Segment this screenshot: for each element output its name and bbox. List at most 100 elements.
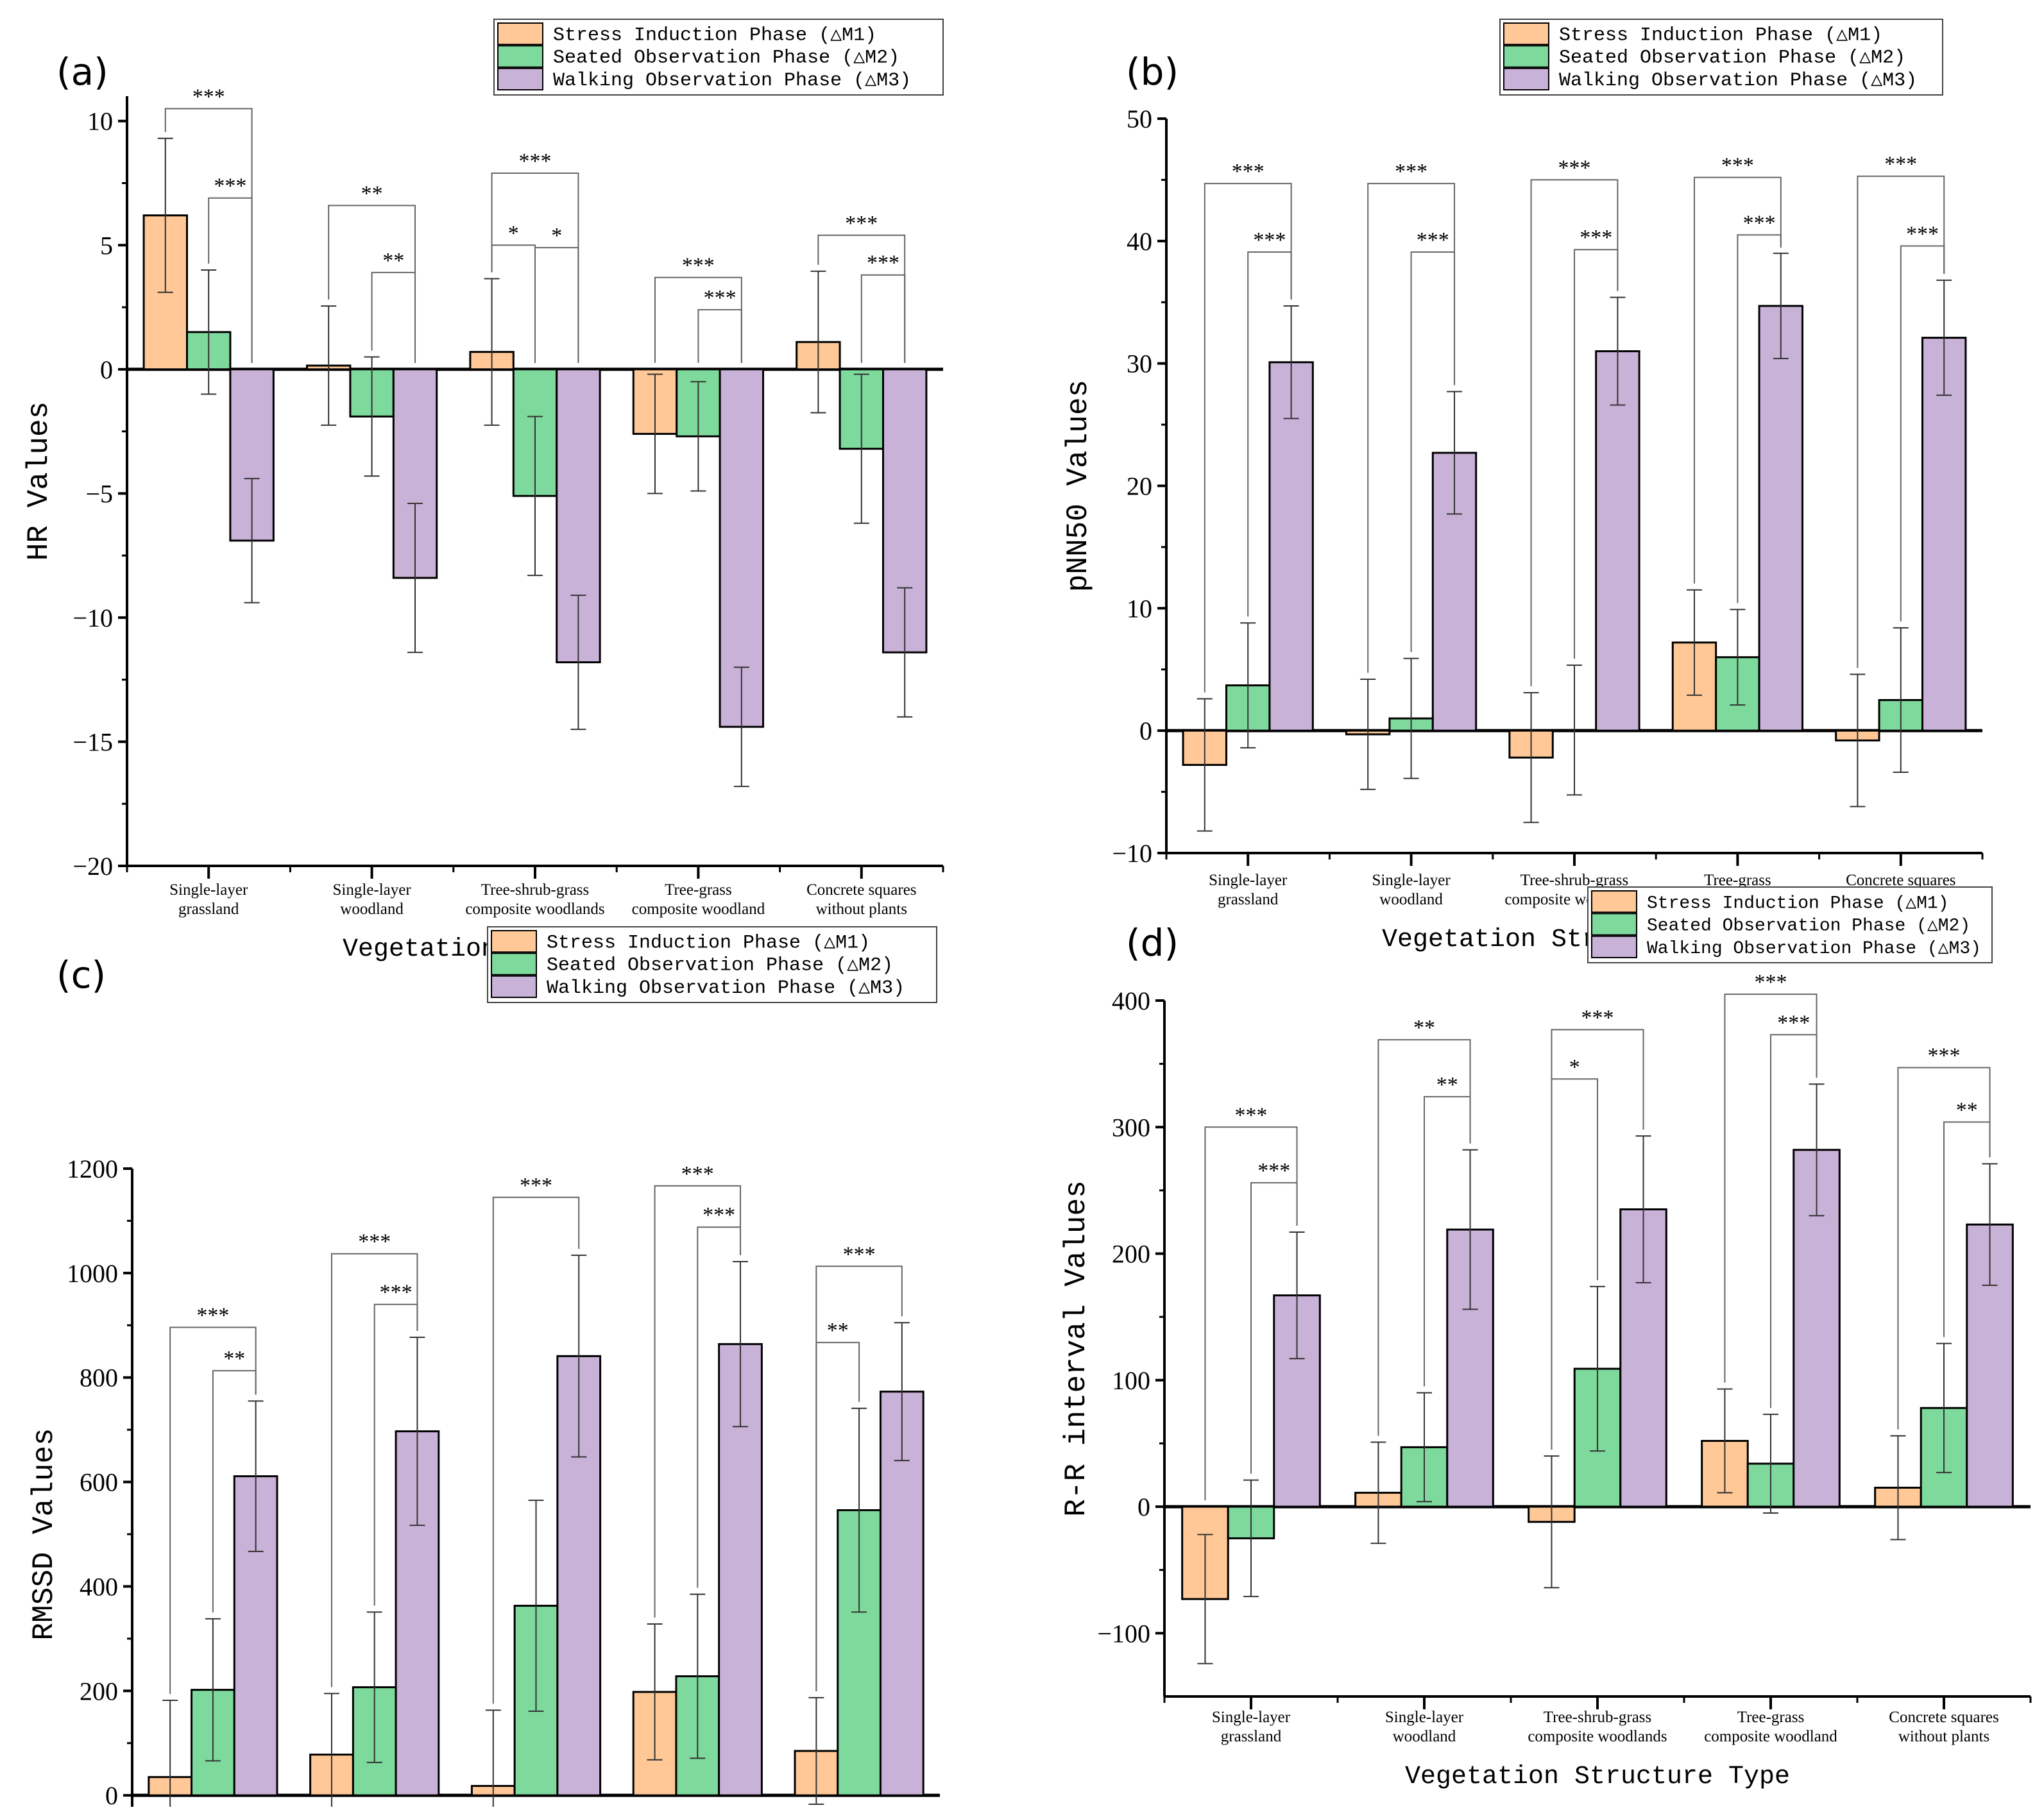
legend-swatch-m2: [1591, 913, 1637, 936]
panel-a: (a) −20 −15 −10 −5 0 5 10 HR Values Single-layer g…: [22, 19, 944, 964]
y-tick-label: 10: [1127, 594, 1152, 623]
legend-label: Walking Observation Phase (△M3): [547, 977, 905, 999]
significance-label: ***: [682, 254, 715, 278]
significance-bracket: [1424, 1095, 1471, 1387]
x-tick-label: woodland: [1379, 891, 1443, 908]
y-tick-label: −100: [1097, 1619, 1150, 1648]
significance-bracket: [208, 197, 253, 363]
significance-bracket: [212, 1370, 257, 1612]
legend-swatch-m2: [1503, 45, 1549, 68]
significance-bracket: [654, 1185, 742, 1618]
y-axis-title: RMSSD Values: [28, 1428, 61, 1640]
x-tick-label: composite woodland: [632, 901, 765, 918]
significance-label: ***: [703, 1203, 735, 1227]
x-tick-label: without plants: [1898, 1728, 1989, 1745]
significance-label: ***: [1232, 160, 1265, 183]
y-tick-label: −15: [72, 727, 113, 756]
legend-box: [493, 19, 944, 96]
legend-swatch-m1: [491, 930, 537, 953]
x-tick-label: Single-layer: [1385, 1709, 1464, 1726]
significance-label: ***: [1580, 226, 1612, 250]
significance-label: ***: [704, 286, 737, 310]
y-tick-label: 0: [1139, 716, 1152, 745]
significance-label: ***: [1777, 1011, 1810, 1035]
legend-label: Seated Observation Phase (△M2): [547, 955, 893, 977]
x-tick-label: grassland: [1221, 1728, 1282, 1745]
bar-m3: [719, 368, 765, 728]
y-tick-label: 0: [1137, 1493, 1150, 1521]
significance-bracket: [1900, 245, 1945, 622]
significance-label: ***: [1906, 222, 1939, 246]
significance-bracket: [1530, 179, 1619, 687]
significance-bracket: [1693, 176, 1782, 584]
legend-box: [487, 926, 937, 1003]
x-tick-label: Concrete squares: [1889, 1709, 1998, 1726]
significance-label: **: [223, 1347, 245, 1371]
legend-swatch-m3: [1503, 67, 1549, 90]
significance-bracket: [1410, 251, 1456, 652]
significance-label: ***: [1257, 1159, 1290, 1183]
significance-bracket: [1377, 1039, 1471, 1436]
y-tick-label: 800: [80, 1364, 118, 1392]
significance-label: **: [1956, 1098, 1978, 1122]
significance-bracket: [1943, 1121, 1991, 1337]
legend-swatch-m3: [1591, 935, 1637, 958]
legend-swatch-m3: [497, 67, 543, 90]
significance-bracket: [1247, 251, 1292, 617]
significance-label: ***: [845, 212, 878, 235]
x-tick-label: grassland: [1218, 891, 1279, 908]
significance-label: ***: [843, 1242, 876, 1266]
significance-label: ***: [1253, 228, 1286, 252]
legend-swatch-m1: [1503, 22, 1549, 46]
x-tick-label: Tree-shrub-grass: [1544, 1709, 1652, 1726]
significance-bracket: [373, 1303, 418, 1606]
significance-label: ***: [520, 1174, 552, 1197]
significance-bracket: [1250, 1182, 1298, 1474]
y-tick-label: −10: [1112, 839, 1152, 868]
significance-label: ***: [1235, 1103, 1268, 1127]
significance-label: ***: [519, 149, 552, 173]
legend: Stress Induction Phase (△M1)Seated Obser…: [1587, 886, 1993, 963]
significance-label: *: [551, 224, 562, 248]
x-tick-label: Tree-grass: [665, 881, 732, 899]
panel-c: (c)−200020040060080010001200RMSSD Values…: [28, 926, 940, 1810]
significance-label: ***: [192, 85, 225, 108]
significance-label: ***: [1928, 1044, 1961, 1068]
y-tick-label: 200: [80, 1677, 118, 1705]
legend-swatch-m1: [1591, 890, 1637, 913]
significance-label: **: [361, 182, 383, 205]
y-tick-label: 30: [1127, 350, 1152, 378]
significance-label: ***: [1743, 211, 1776, 235]
bar-m3: [1758, 305, 1804, 732]
x-tick-label: composite woodlands: [465, 901, 604, 918]
x-tick-label: Concrete squares: [1846, 872, 1955, 889]
y-tick-label: 50: [1127, 105, 1152, 133]
y-tick-label: 100: [1112, 1366, 1150, 1395]
y-tick-label: 10: [87, 107, 113, 136]
significance-label: *: [508, 221, 519, 245]
y-tick-label: 400: [80, 1572, 118, 1601]
panel-label: (b): [1126, 50, 1179, 94]
legend: Stress Induction Phase (△M1)Seated Obser…: [487, 926, 937, 1003]
x-tick-label: Tree-grass: [1704, 872, 1771, 889]
legend-label: Stress Induction Phase (△M1): [1647, 893, 1949, 913]
legend-swatch-m2: [491, 952, 537, 976]
legend-swatch-m2: [497, 45, 543, 68]
legend-box: [1499, 19, 1943, 96]
significance-bracket: [1857, 175, 1945, 668]
x-tick-label: Concrete squares: [806, 881, 916, 899]
significance-bracket: [1574, 249, 1619, 659]
significance-bracket: [330, 1253, 418, 1687]
legend-label: Walking Observation Phase (△M3): [553, 70, 911, 92]
significance-bracket: [1737, 234, 1782, 604]
significance-label: ***: [380, 1281, 413, 1305]
x-tick-label: Single-layer: [169, 881, 248, 899]
y-tick-label: 600: [80, 1468, 118, 1497]
significance-bracket: [1897, 1067, 1991, 1430]
legend-label: Seated Observation Phase (△M2): [553, 47, 899, 69]
significance-label: ***: [358, 1230, 391, 1254]
x-tick-label: Single-layer: [1372, 872, 1451, 889]
legend: Stress Induction Phase (△M1)Seated Obser…: [493, 19, 944, 96]
y-tick-label: 0: [105, 1781, 118, 1807]
x-tick-label: Single-layer: [333, 881, 412, 899]
